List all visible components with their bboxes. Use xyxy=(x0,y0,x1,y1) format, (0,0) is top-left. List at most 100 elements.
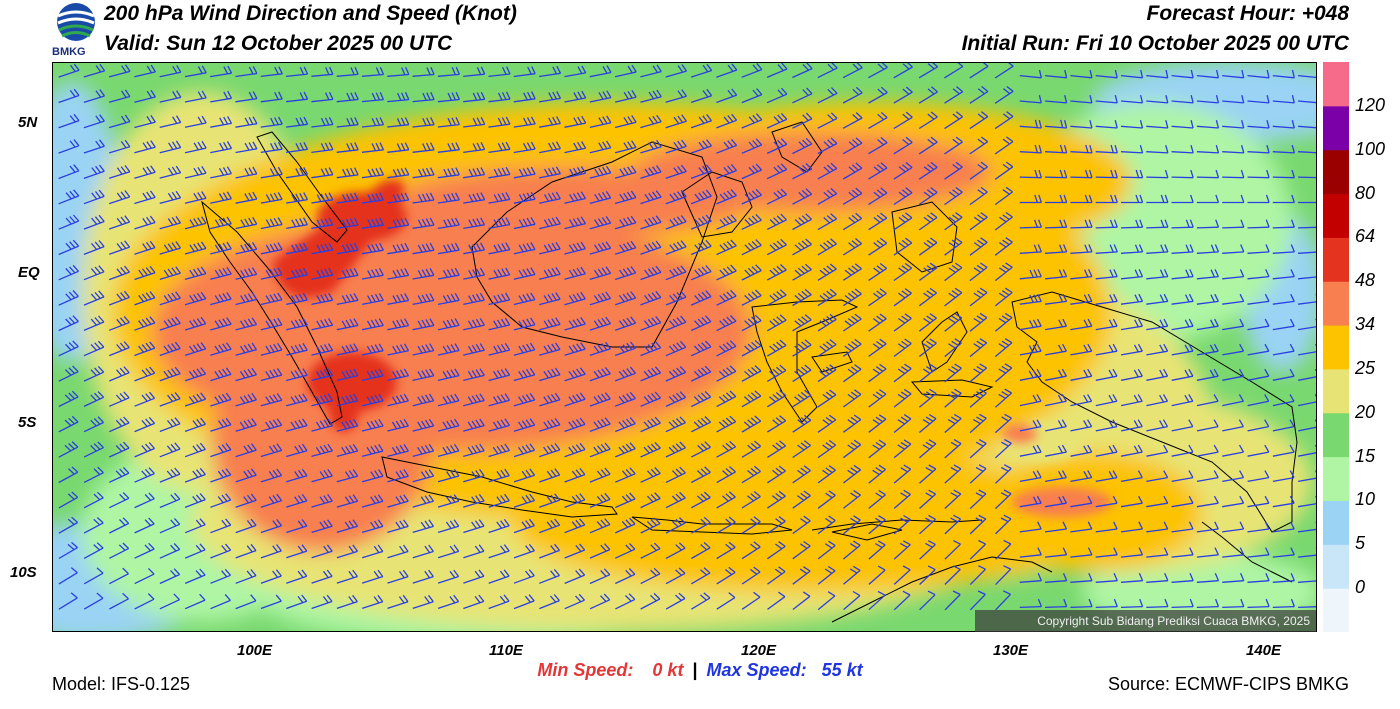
wind-barb-staff xyxy=(1171,251,1194,254)
wind-barb-staff xyxy=(614,397,636,407)
wind-barb-feather xyxy=(1264,343,1270,352)
wind-barb-feather xyxy=(167,218,174,226)
wind-barb-staff xyxy=(716,396,737,408)
wind-barb-feather xyxy=(454,418,460,427)
wind-barb-feather xyxy=(531,91,536,100)
wind-barb-feather xyxy=(450,243,456,252)
wind-barb-staff xyxy=(539,474,560,483)
wind-barb-feather xyxy=(780,112,788,120)
wind-barb-feather xyxy=(451,117,456,126)
wind-barb-feather xyxy=(579,518,586,526)
wind-barb-feather xyxy=(367,169,373,177)
wind-barb-staff xyxy=(944,116,963,130)
wind-barb-feather xyxy=(1038,169,1043,178)
wind-barb-feather xyxy=(501,217,507,226)
wind-barb-feather xyxy=(947,393,956,400)
wind-barb-staff xyxy=(766,369,787,382)
wind-barb-feather xyxy=(374,319,380,327)
wind-barb-staff xyxy=(843,569,861,585)
wind-barb-feather xyxy=(976,290,985,296)
wind-barb-feather xyxy=(798,191,806,199)
wind-barb-feather xyxy=(528,569,535,577)
wind-barb-staff xyxy=(1247,300,1270,305)
wind-barb-feather xyxy=(504,393,511,401)
wind-barb-feather xyxy=(240,244,246,253)
wind-barb-feather xyxy=(175,241,182,249)
wind-barb-feather xyxy=(618,421,625,429)
wind-barb-feather xyxy=(144,519,152,526)
wind-barb-feather xyxy=(902,164,910,171)
wind-barb-feather xyxy=(138,269,145,277)
wind-barb-feather xyxy=(925,492,933,498)
wind-barb-feather xyxy=(1112,495,1118,504)
wind-barb-feather xyxy=(975,466,984,472)
wind-barb-feather xyxy=(426,142,431,151)
wind-barb-feather xyxy=(1089,95,1093,104)
wind-barb-feather xyxy=(606,90,612,98)
wind-barb-feather xyxy=(500,343,507,352)
wind-barb-feather xyxy=(1002,113,1011,120)
wind-barb-feather xyxy=(379,242,384,251)
wind-barb-feather xyxy=(822,368,830,375)
wind-barb-feather xyxy=(474,596,481,604)
wind-barb-feather xyxy=(97,466,104,474)
wind-barb-feather xyxy=(629,391,636,399)
wind-barb-feather xyxy=(64,394,72,401)
wind-barb-feather xyxy=(290,371,297,379)
wind-barb-staff xyxy=(463,249,485,255)
wind-barb-feather xyxy=(121,90,127,98)
wind-barb-feather xyxy=(727,115,734,123)
wind-barb-feather xyxy=(546,420,553,428)
wind-barb-feather xyxy=(123,265,131,273)
wind-barb-feather xyxy=(703,567,711,574)
wind-barb-staff xyxy=(589,197,611,205)
wind-barb-staff xyxy=(919,543,936,560)
wind-barb-feather xyxy=(320,143,326,151)
wind-barb-feather xyxy=(622,394,629,402)
wind-barb-feather xyxy=(604,518,611,525)
wind-barb-feather xyxy=(424,596,431,604)
wind-barb-feather xyxy=(323,495,329,503)
wind-barb-feather xyxy=(925,391,934,397)
wind-barb-staff xyxy=(109,598,129,610)
wind-barb-staff xyxy=(918,267,938,282)
wind-barb-feather xyxy=(555,216,561,225)
wind-barb-feather xyxy=(97,340,105,348)
wind-barb-feather xyxy=(525,444,532,452)
wind-barb-feather xyxy=(221,419,228,427)
wind-barb-feather xyxy=(901,214,909,221)
wind-barb-feather xyxy=(1001,290,1010,296)
wind-barb-staff xyxy=(994,317,1013,332)
wind-barb-feather xyxy=(375,92,381,101)
wind-barb-staff xyxy=(109,547,129,559)
wind-barb-staff xyxy=(1222,554,1244,558)
wind-barb-staff xyxy=(690,270,712,281)
wind-barb-staff xyxy=(842,217,863,231)
wind-barb-feather xyxy=(375,168,381,176)
wind-barb-staff xyxy=(412,601,434,610)
wind-barb-feather xyxy=(775,518,783,525)
wind-barb-feather xyxy=(726,190,734,198)
wind-barb-feather xyxy=(543,446,549,454)
wind-barb-feather xyxy=(569,194,575,202)
wind-barb-feather xyxy=(218,395,224,403)
wind-barb-staff xyxy=(1146,425,1168,432)
wind-barb-staff xyxy=(539,122,561,128)
wind-barb-feather xyxy=(352,519,359,527)
wind-barb-feather xyxy=(753,490,761,498)
wind-barb-feather xyxy=(1264,419,1270,427)
wind-barb-feather xyxy=(719,244,726,252)
wind-barb-staff xyxy=(412,525,434,534)
wind-barb-feather xyxy=(1114,194,1118,203)
wind-barb-feather xyxy=(622,243,629,251)
wind-barb-feather xyxy=(345,244,351,252)
wind-barb-feather xyxy=(426,117,431,126)
wind-barb-staff xyxy=(184,247,207,255)
wind-barb-feather xyxy=(1000,466,1009,472)
wind-barb-feather xyxy=(800,467,808,474)
wind-barb-feather xyxy=(572,243,579,251)
wind-barb-feather xyxy=(750,543,758,550)
wind-barb-staff xyxy=(1095,502,1118,508)
wind-barb-staff xyxy=(1272,580,1295,583)
wind-barb-feather xyxy=(647,293,654,301)
